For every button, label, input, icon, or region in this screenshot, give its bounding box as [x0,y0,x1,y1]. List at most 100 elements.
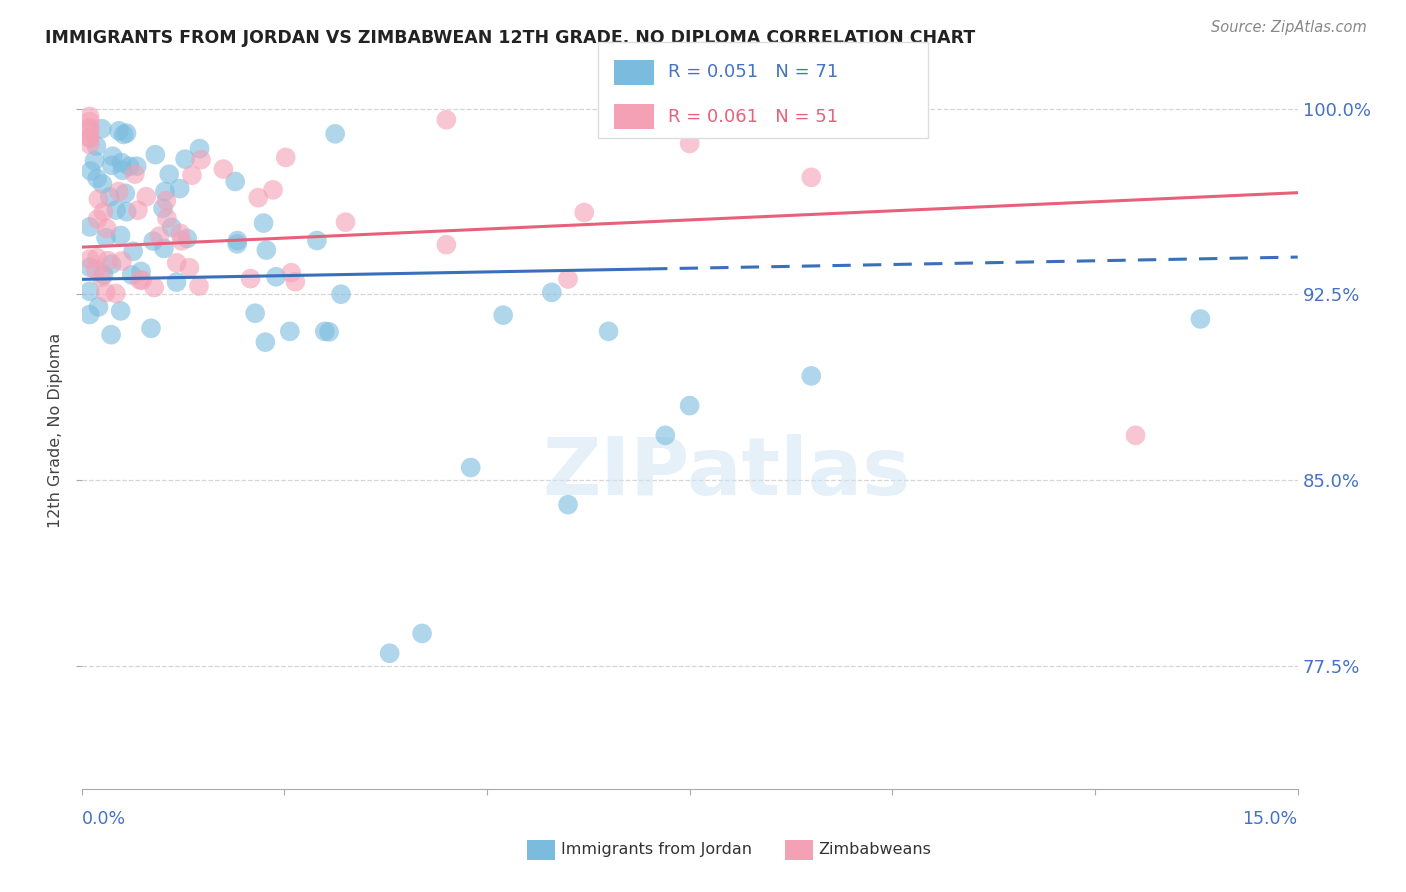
Point [436,112,458,127]
Point [104,286,127,301]
Point [314,324,336,338]
Point [179,260,201,275]
Y-axis label: 12th Grade, No Diploma: 12th Grade, No Diploma [48,333,63,528]
Point [148,229,170,244]
Point [190,153,212,167]
Point [166,256,188,270]
Point [378,646,401,660]
Point [111,254,134,268]
Point [79,130,101,145]
Point [79,252,101,267]
Point [1189,312,1212,326]
Point [79,285,101,299]
Point [247,191,270,205]
Point [1125,428,1147,442]
Point [679,399,702,413]
Point [80,164,103,178]
Point [212,162,235,177]
Point [93,268,115,282]
Point [111,163,134,178]
Point [157,167,180,181]
Point [87,300,110,314]
Point [152,202,174,216]
Point [79,137,101,152]
Point [112,128,135,142]
Point [90,270,112,285]
Point [100,327,122,342]
Point [274,150,297,164]
Point [323,127,346,141]
Point [226,234,249,248]
Point [679,136,702,151]
Point [79,260,101,275]
Point [460,460,482,475]
Point [94,285,117,300]
Point [107,185,129,199]
Point [127,203,149,218]
Point [135,190,157,204]
Point [122,244,145,259]
Point [129,264,152,278]
Point [239,271,262,285]
Point [121,268,143,282]
Point [86,171,108,186]
Text: Zimbabweans: Zimbabweans [818,842,931,856]
Point [110,304,132,318]
Point [654,428,676,442]
Point [800,368,823,383]
Point [411,626,433,640]
Point [800,170,823,185]
Text: 15.0%: 15.0% [1243,810,1298,828]
Text: ZIPatlas: ZIPatlas [541,434,910,513]
Point [143,147,166,161]
Point [188,279,211,293]
Point [254,243,277,257]
Point [155,194,177,208]
Point [153,185,176,199]
Point [86,251,108,265]
Point [318,325,340,339]
Point [176,231,198,245]
Point [108,124,131,138]
Point [557,498,579,512]
Point [142,234,165,248]
Point [557,272,579,286]
Point [335,215,357,229]
Point [93,204,115,219]
Text: IMMIGRANTS FROM JORDAN VS ZIMBABWEAN 12TH GRADE, NO DIPLOMA CORRELATION CHART: IMMIGRANTS FROM JORDAN VS ZIMBABWEAN 12T… [45,29,976,46]
Point [79,219,101,234]
Point [330,287,353,301]
Point [284,275,307,289]
Point [97,253,120,268]
Point [262,183,284,197]
Point [91,177,114,191]
Point [90,121,112,136]
Point [105,202,128,217]
Point [110,228,132,243]
Point [128,273,150,287]
Point [79,109,101,123]
Point [125,159,148,173]
Point [98,190,121,204]
Point [436,237,458,252]
Point [139,321,162,335]
Point [540,285,562,300]
Point [115,204,138,219]
Point [492,308,515,322]
Point [278,324,301,338]
Point [110,155,132,169]
Text: R = 0.051   N = 71: R = 0.051 N = 71 [668,63,838,81]
Point [305,234,328,248]
Point [101,149,124,163]
Point [100,257,122,271]
Point [264,269,287,284]
Point [79,114,101,128]
Point [153,241,176,255]
Point [226,236,249,251]
Point [243,306,266,320]
Text: Immigrants from Jordan: Immigrants from Jordan [561,842,752,856]
Point [96,221,118,235]
Point [170,234,193,248]
Point [100,158,122,172]
Point [87,192,110,206]
